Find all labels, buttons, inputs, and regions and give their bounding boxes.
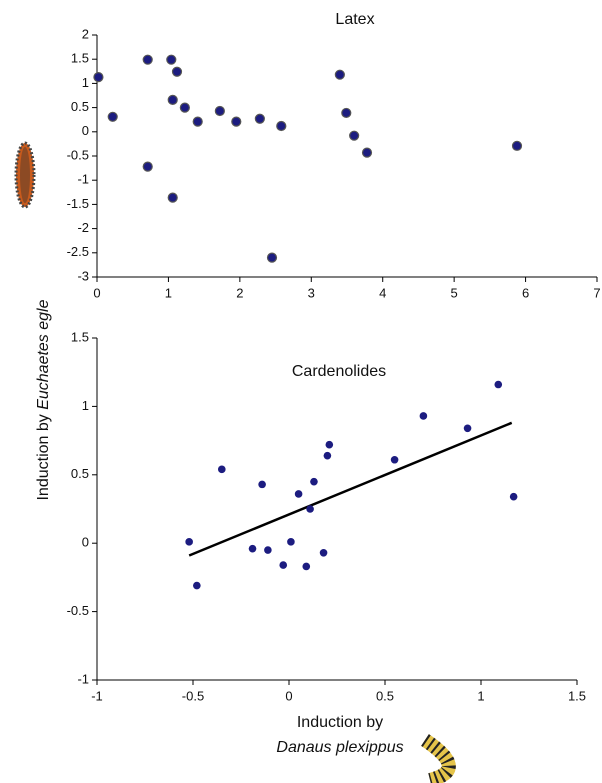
data-point xyxy=(310,477,318,486)
y-tick-label: -2.5 xyxy=(67,244,89,259)
data-point xyxy=(334,69,345,80)
x-tick-label: 3 xyxy=(308,285,315,300)
data-point xyxy=(185,538,193,546)
y-tick-label: -3 xyxy=(77,268,89,283)
y-tick-label: -1 xyxy=(77,172,89,187)
danaus-icon xyxy=(421,734,456,783)
x-tick-label: -1 xyxy=(91,688,103,703)
trend-line xyxy=(188,421,513,557)
x-axis-label-species: Danaus plexippus xyxy=(276,739,403,756)
data-point xyxy=(361,147,373,158)
x-tick-label: 0 xyxy=(285,688,292,703)
y-tick-label: -0.5 xyxy=(67,147,89,162)
data-point xyxy=(171,66,183,77)
data-point xyxy=(214,105,225,117)
y-tick-label: 1.5 xyxy=(71,51,89,66)
chart-title: Cardenolides xyxy=(292,363,386,380)
x-tick-label: 7 xyxy=(593,285,600,300)
y-label-species: Euchaetes egle xyxy=(35,299,52,409)
y-tick-label: 0.5 xyxy=(71,99,89,114)
data-point xyxy=(341,107,352,119)
y-tick-label: 1 xyxy=(82,398,89,413)
data-point xyxy=(276,120,287,132)
data-point xyxy=(306,505,314,513)
data-point xyxy=(167,192,178,203)
data-point xyxy=(319,548,328,557)
x-tick-label: 4 xyxy=(379,285,386,300)
x-tick-label: 1.5 xyxy=(568,688,586,703)
data-point xyxy=(167,94,178,105)
x-tick-label: -0.5 xyxy=(182,688,204,703)
data-point xyxy=(258,480,266,489)
data-point xyxy=(302,562,311,571)
data-point xyxy=(264,546,272,554)
y-label-text: Induction by xyxy=(35,410,52,501)
data-point xyxy=(323,451,332,460)
data-point xyxy=(231,116,242,127)
data-point xyxy=(107,111,118,122)
y-tick-label: 0.5 xyxy=(71,466,89,481)
data-point xyxy=(192,116,203,127)
data-point xyxy=(142,161,153,172)
chart-title: Latex xyxy=(335,11,374,28)
data-point xyxy=(166,54,177,65)
x-tick-label: 5 xyxy=(451,285,458,300)
data-point xyxy=(248,544,257,553)
y-tick-label: 0 xyxy=(82,123,89,138)
data-point xyxy=(279,561,288,569)
y-tick-label: -1.5 xyxy=(67,196,89,211)
data-point xyxy=(463,424,472,433)
y-tick-label: 2 xyxy=(82,26,89,41)
data-point xyxy=(254,113,265,124)
x-axis-label: Induction by xyxy=(297,714,383,731)
data-point xyxy=(349,130,360,141)
data-point xyxy=(218,465,226,474)
y-tick-label: 1.5 xyxy=(71,329,89,344)
x-tick-label: 1 xyxy=(477,688,484,703)
data-point xyxy=(390,455,399,464)
y-tick-label: -0.5 xyxy=(67,603,89,618)
data-point xyxy=(325,440,334,449)
x-tick-label: 0.5 xyxy=(376,688,394,703)
euchaetes-icon xyxy=(14,141,36,209)
y-tick-label: -1 xyxy=(77,671,89,686)
y-tick-label: 0 xyxy=(82,535,89,550)
x-tick-label: 6 xyxy=(522,285,529,300)
data-point xyxy=(294,490,303,498)
data-point xyxy=(494,380,503,389)
data-point xyxy=(193,581,201,590)
data-point xyxy=(142,54,153,65)
x-tick-label: 1 xyxy=(165,285,172,300)
y-tick-label: 1 xyxy=(82,75,89,90)
data-point xyxy=(419,412,428,420)
x-tick-label: 2 xyxy=(236,285,243,300)
data-point xyxy=(93,72,104,83)
data-point xyxy=(266,252,278,263)
y-tick-label: -2 xyxy=(77,220,89,235)
x-tick-label: 0 xyxy=(93,285,100,300)
data-point xyxy=(287,538,295,546)
data-point xyxy=(509,492,518,501)
y-axis-label: Induction by Euchaetes egle xyxy=(35,299,52,500)
data-point xyxy=(511,140,523,151)
data-point xyxy=(179,102,190,113)
